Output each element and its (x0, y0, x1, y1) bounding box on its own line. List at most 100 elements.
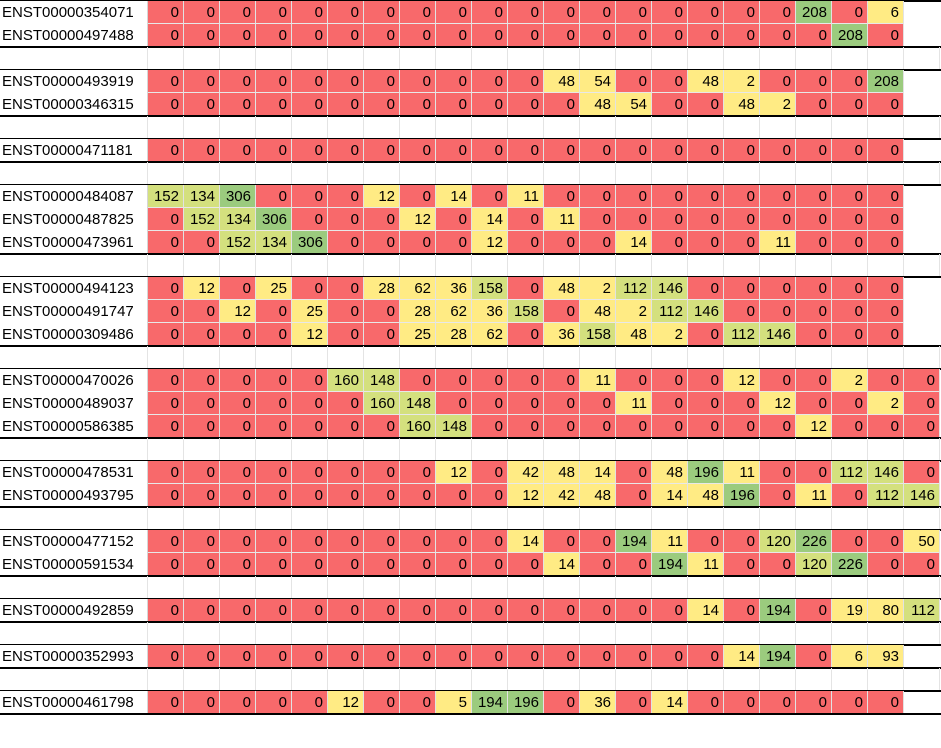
empty-cell[interactable] (256, 668, 292, 691)
empty-cell[interactable] (724, 622, 760, 645)
empty-cell[interactable] (328, 576, 364, 599)
empty-cell[interactable] (400, 668, 436, 691)
empty-cell[interactable] (616, 47, 652, 70)
value-cell[interactable]: 0 (400, 691, 436, 714)
value-cell[interactable]: 0 (184, 139, 220, 162)
empty-cell[interactable] (544, 254, 580, 277)
value-cell[interactable]: 0 (724, 530, 760, 553)
value-cell[interactable]: 0 (760, 484, 796, 507)
empty-cell[interactable] (688, 47, 724, 70)
value-cell[interactable]: 0 (724, 300, 760, 323)
value-cell[interactable]: 19 (832, 599, 868, 622)
value-cell[interactable]: 306 (220, 185, 256, 208)
value-cell[interactable]: 0 (832, 415, 868, 438)
empty-cell[interactable] (508, 47, 544, 70)
value-cell[interactable]: 0 (724, 208, 760, 231)
value-cell[interactable]: 0 (220, 553, 256, 576)
empty-cell[interactable] (184, 668, 220, 691)
value-cell[interactable]: 0 (148, 70, 184, 93)
empty-cell[interactable] (400, 507, 436, 530)
value-cell[interactable]: 14 (652, 691, 688, 714)
value-cell[interactable]: 0 (688, 93, 724, 116)
empty-cell[interactable] (292, 622, 328, 645)
value-cell[interactable]: 0 (652, 208, 688, 231)
value-cell[interactable]: 0 (760, 139, 796, 162)
empty-cell[interactable] (220, 162, 256, 185)
value-cell[interactable]: 0 (472, 461, 508, 484)
empty-cell[interactable] (580, 346, 616, 369)
value-cell[interactable]: 0 (832, 277, 868, 300)
value-cell[interactable]: 0 (184, 691, 220, 714)
empty-cell[interactable] (436, 507, 472, 530)
value-cell[interactable]: 2 (868, 392, 904, 415)
value-cell[interactable]: 6 (832, 645, 868, 668)
value-cell[interactable]: 0 (724, 599, 760, 622)
empty-cell[interactable] (472, 622, 508, 645)
value-cell[interactable]: 36 (544, 323, 580, 346)
value-cell[interactable]: 0 (472, 553, 508, 576)
value-cell[interactable]: 0 (760, 1, 796, 24)
value-cell[interactable]: 48 (544, 277, 580, 300)
value-cell[interactable]: 0 (616, 369, 652, 392)
value-cell[interactable]: 0 (616, 139, 652, 162)
value-cell[interactable]: 0 (148, 369, 184, 392)
value-cell[interactable]: 0 (364, 139, 400, 162)
value-cell[interactable]: 0 (220, 645, 256, 668)
value-cell[interactable]: 12 (184, 277, 220, 300)
empty-cell[interactable] (364, 622, 400, 645)
empty-cell[interactable] (148, 576, 184, 599)
value-cell[interactable]: 0 (544, 300, 580, 323)
value-cell[interactable]: 0 (400, 484, 436, 507)
value-cell[interactable]: 0 (328, 93, 364, 116)
empty-cell[interactable] (904, 622, 940, 645)
value-cell[interactable]: 160 (328, 369, 364, 392)
value-cell[interactable]: 0 (436, 599, 472, 622)
value-cell[interactable]: 0 (364, 93, 400, 116)
value-cell[interactable]: 48 (580, 300, 616, 323)
empty-cell[interactable] (904, 116, 940, 139)
empty-cell[interactable] (256, 162, 292, 185)
value-cell[interactable]: 28 (436, 323, 472, 346)
empty-cell[interactable] (760, 346, 796, 369)
empty-cell[interactable] (832, 668, 868, 691)
empty-cell[interactable] (400, 346, 436, 369)
value-cell[interactable]: 306 (292, 231, 328, 254)
empty-cell[interactable] (652, 47, 688, 70)
value-cell[interactable]: 0 (400, 24, 436, 47)
value-cell[interactable]: 194 (472, 691, 508, 714)
value-cell[interactable]: 48 (544, 461, 580, 484)
value-cell[interactable]: 0 (868, 231, 904, 254)
value-cell[interactable]: 0 (580, 599, 616, 622)
empty-cell[interactable] (760, 47, 796, 70)
value-cell[interactable]: 0 (796, 599, 832, 622)
empty-cell[interactable] (256, 346, 292, 369)
transcript-id-cell[interactable]: ENST00000352993 (0, 645, 148, 668)
empty-cell[interactable] (904, 162, 940, 185)
value-cell[interactable]: 62 (436, 300, 472, 323)
value-cell[interactable]: 0 (472, 1, 508, 24)
value-cell[interactable]: 0 (148, 599, 184, 622)
value-cell[interactable]: 0 (832, 208, 868, 231)
empty-cell[interactable] (256, 576, 292, 599)
value-cell[interactable]: 152 (220, 231, 256, 254)
value-cell[interactable]: 0 (544, 392, 580, 415)
empty-cell[interactable] (580, 116, 616, 139)
value-cell[interactable]: 0 (688, 323, 724, 346)
value-cell[interactable]: 0 (508, 645, 544, 668)
value-cell[interactable]: 0 (832, 691, 868, 714)
value-cell[interactable]: 196 (688, 461, 724, 484)
value-cell[interactable]: 0 (832, 185, 868, 208)
value-cell[interactable]: 0 (796, 392, 832, 415)
value-cell[interactable]: 112 (724, 323, 760, 346)
value-cell[interactable]: 0 (364, 530, 400, 553)
value-cell[interactable]: 93 (868, 645, 904, 668)
value-cell[interactable]: 0 (292, 484, 328, 507)
empty-cell[interactable] (148, 254, 184, 277)
empty-cell[interactable] (904, 438, 940, 461)
value-cell[interactable]: 0 (328, 645, 364, 668)
value-cell[interactable]: 0 (148, 323, 184, 346)
empty-cell[interactable] (184, 47, 220, 70)
empty-cell[interactable] (688, 116, 724, 139)
value-cell[interactable]: 112 (868, 484, 904, 507)
value-cell[interactable]: 0 (868, 530, 904, 553)
